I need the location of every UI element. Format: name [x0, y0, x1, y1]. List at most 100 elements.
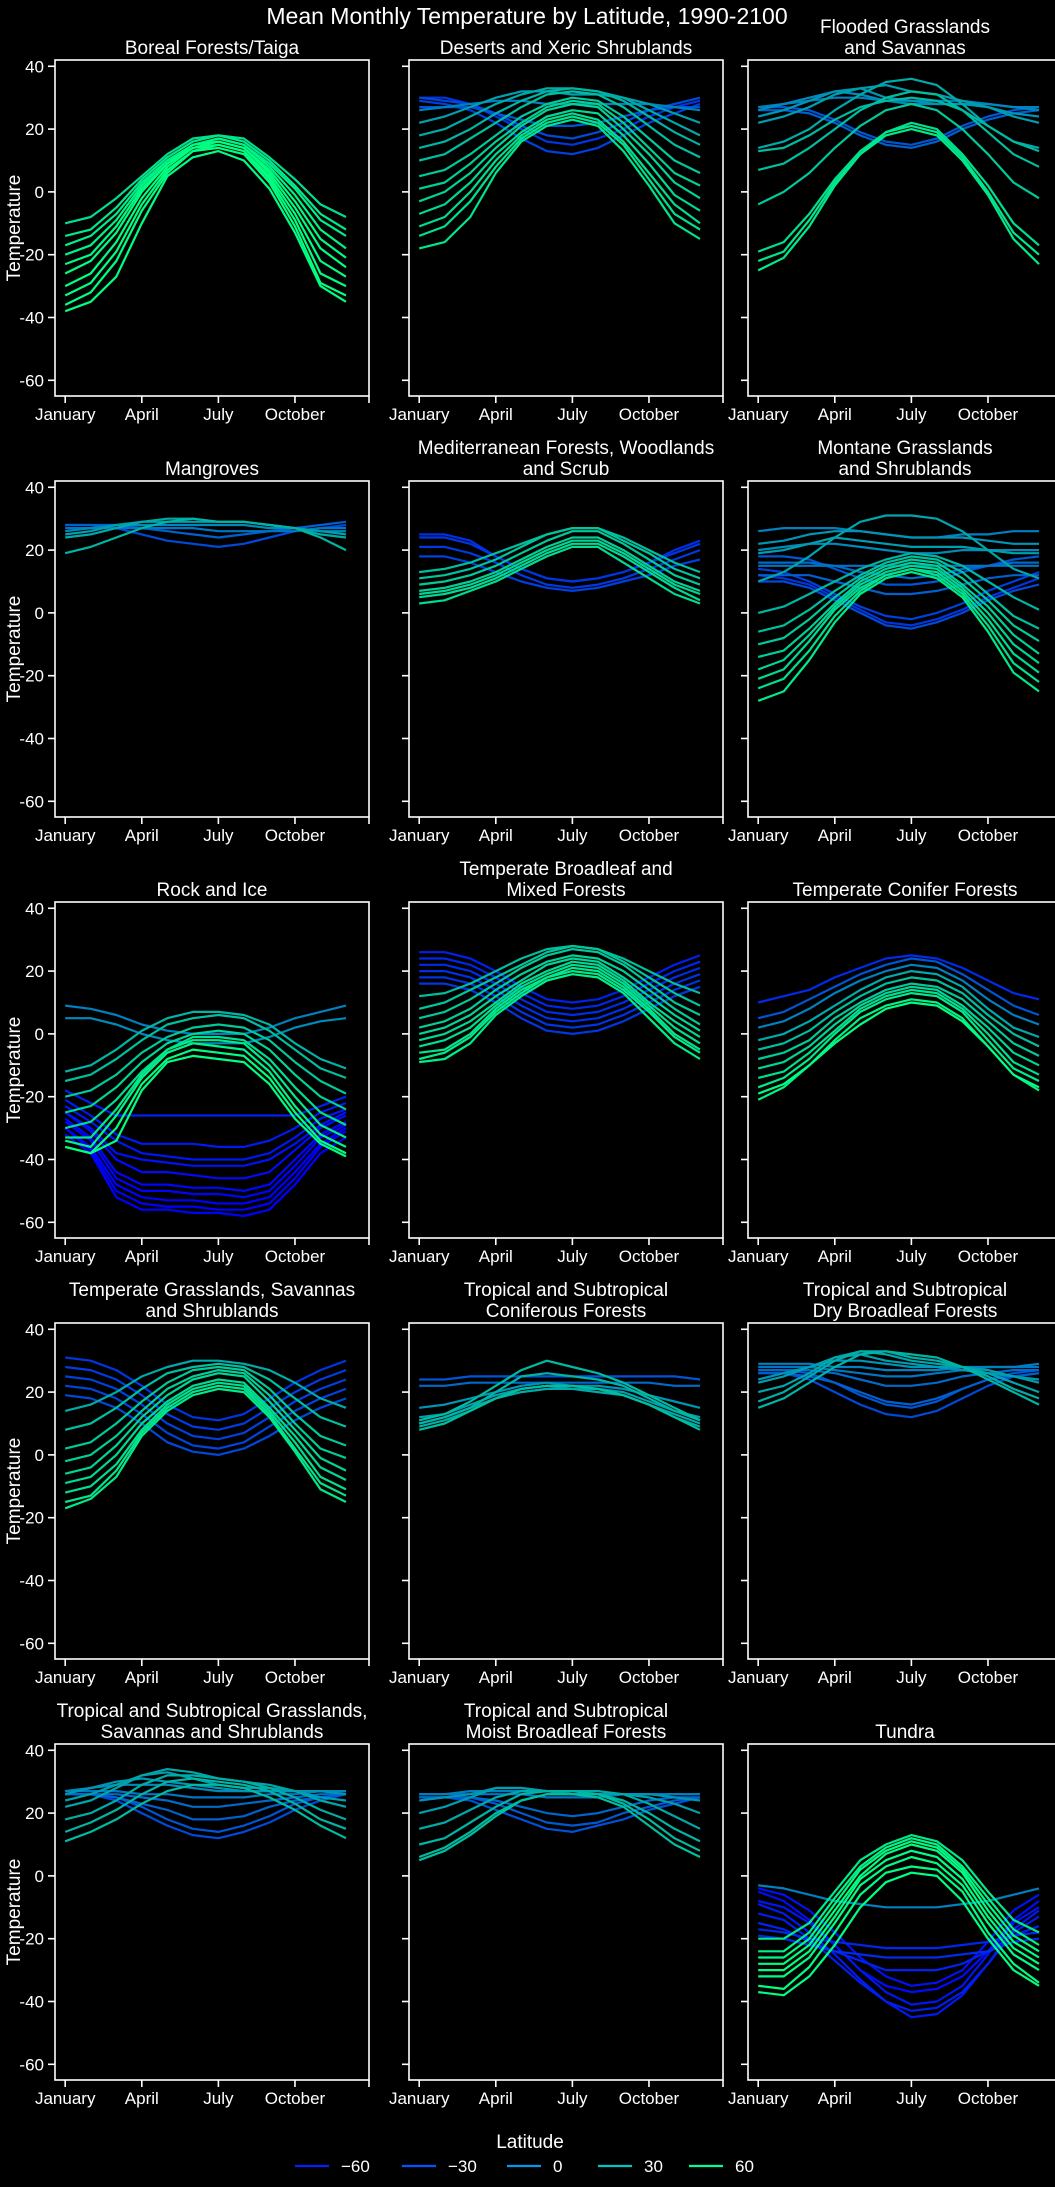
series-line [64, 1777, 347, 1833]
x-tick-label: October [958, 1247, 1019, 1266]
x-tick-label: January [389, 2089, 450, 2108]
series-line [418, 1359, 701, 1422]
x-tick-label: July [557, 2089, 588, 2108]
series-line [65, 1375, 347, 1441]
series-line [758, 109, 1040, 149]
panel-title: and Scrub [523, 459, 610, 480]
series-line [757, 83, 1040, 124]
panel-title: Montane Grasslands [817, 438, 992, 459]
y-tick-label: -40 [19, 1150, 44, 1169]
series-line [64, 1378, 347, 1485]
series-line [758, 1871, 1040, 1997]
series-line [418, 118, 701, 250]
series-line [758, 1840, 1040, 1959]
x-tick-label: January [728, 2089, 789, 2108]
series-line [757, 102, 1040, 206]
panel-title: Deserts and Xeric Shrublands [440, 38, 692, 59]
series-line [64, 1013, 347, 1083]
y-tick-label: -60 [19, 2055, 44, 2074]
y-tick-label: -40 [19, 308, 44, 327]
x-tick-label: October [619, 2089, 680, 2108]
series-line [64, 1774, 347, 1821]
series-line [418, 1372, 701, 1425]
panel-title: Tundra [875, 1722, 935, 1743]
series-line [419, 542, 701, 602]
x-tick-label: July [557, 1668, 588, 1687]
series-line [64, 1029, 347, 1114]
x-tick-label: April [818, 1668, 852, 1687]
series-line [757, 567, 1040, 690]
series-line [757, 1350, 1040, 1409]
axes-frame [54, 59, 370, 397]
panel-title: Temperate Conifer Forests [793, 880, 1018, 901]
series-line [65, 1793, 346, 1808]
series-line [758, 530, 1039, 545]
series-group [418, 1359, 701, 1431]
series-line [418, 1786, 701, 1815]
series-line [64, 1368, 347, 1463]
figure-title: Mean Monthly Temperature by Latitude, 19… [266, 3, 787, 29]
series-line [65, 1793, 347, 1840]
panel-title: Tropical and Subtropical [803, 1280, 1007, 1301]
x-tick-label: July [203, 826, 234, 845]
series-line [65, 1356, 347, 1422]
series-line [757, 954, 1040, 1004]
x-tick-label: January [389, 1247, 450, 1266]
legend-label: −60 [341, 2157, 370, 2176]
y-tick-label: 20 [25, 962, 44, 981]
axes-frame [54, 1743, 370, 2081]
panel-title: Tropical and Subtropical Grasslands, [57, 1701, 368, 1722]
series-line [64, 1767, 347, 1808]
x-tick-label: July [896, 405, 927, 424]
series-line [757, 963, 1040, 1029]
series-group [64, 517, 347, 555]
y-tick-label: 0 [35, 1025, 44, 1044]
series-line [64, 1127, 347, 1205]
series-line [418, 1793, 701, 1862]
series-line [419, 1796, 700, 1818]
series-line [418, 960, 701, 1042]
panel-title: Mediterranean Forests, Woodlands [418, 438, 714, 459]
y-tick-label: 20 [25, 120, 44, 139]
series-line [757, 514, 1040, 583]
series-line [64, 517, 347, 555]
series-line [758, 96, 1040, 153]
panel-grid: Boreal Forests/Taiga January April July Octo… [4, 17, 1055, 2108]
x-tick-label: July [203, 1247, 234, 1266]
x-tick-label: July [896, 826, 927, 845]
series-line [757, 1001, 1040, 1095]
y-axis-label: Temperature [4, 1438, 25, 1545]
series-line [64, 1023, 347, 1098]
series-line [757, 988, 1040, 1079]
series-line [757, 969, 1040, 1042]
series-line [758, 536, 1039, 555]
series-line [418, 954, 701, 1029]
series-line [757, 564, 1040, 671]
x-tick-label: April [479, 826, 513, 845]
panel-title: Savannas and Shrublands [101, 1722, 324, 1743]
series-line [64, 1105, 347, 1161]
series-line [65, 1039, 347, 1139]
y-tick-label: 40 [25, 899, 44, 918]
series-group [64, 134, 347, 313]
x-tick-label: April [125, 1247, 159, 1266]
series-line [758, 1833, 1040, 1940]
series-line [419, 545, 701, 605]
series-line [64, 134, 347, 225]
series-line [419, 1384, 701, 1419]
series-line [419, 973, 701, 1064]
series-line [419, 1375, 701, 1381]
series-group [64, 1004, 347, 1218]
series-group [418, 944, 701, 1064]
panel-title: and Shrublands [145, 1301, 278, 1322]
series-line [64, 1010, 347, 1073]
series-line [757, 1353, 1040, 1384]
x-tick-label: April [479, 1668, 513, 1687]
series-line [757, 552, 1040, 614]
series-line [418, 87, 701, 149]
y-tick-label: -20 [19, 1509, 44, 1528]
y-tick-label: 0 [35, 1867, 44, 1886]
panel-title: Flooded Grasslands [820, 17, 990, 38]
x-tick-label: July [557, 826, 588, 845]
